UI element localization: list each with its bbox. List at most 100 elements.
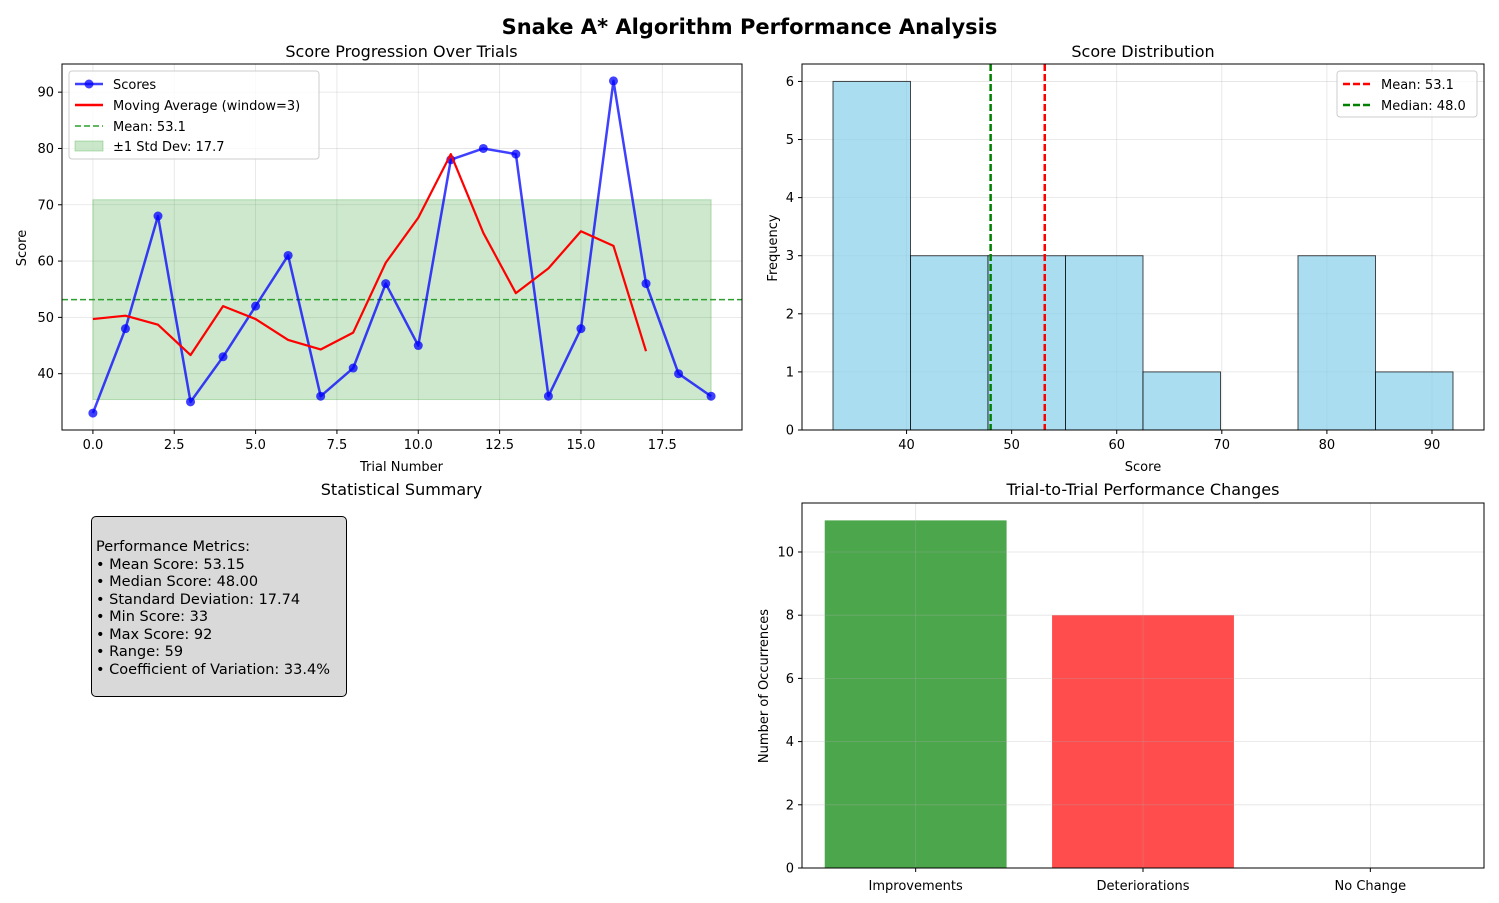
y-tick-label: 70 (37, 198, 54, 213)
y-tick-label: 6 (786, 75, 794, 90)
x-tick-label: 10.0 (404, 438, 433, 453)
histogram-bar (987, 255, 1066, 431)
change-bar (1052, 615, 1234, 868)
score-point (88, 408, 98, 418)
performance-changes-ylabel: Number of Occurrences (757, 609, 772, 763)
figure-title: Snake A* Algorithm Performance Analysis (502, 15, 998, 39)
score-distribution-chart: Score Distribution Score Frequency 40 50 6… (766, 42, 1485, 475)
legend-std-label: ±1 Std Dev: 17.7 (113, 140, 224, 155)
histogram-bar (910, 255, 989, 431)
moving-average-line (92, 152, 648, 357)
y-tick-label: 60 (37, 255, 54, 270)
y-tick-label: 0 (786, 862, 794, 877)
summary-line: • Min Score: 33 (96, 609, 209, 625)
legend-moving-avg-label: Moving Average (window=3) (113, 99, 300, 114)
x-tick-label: Improvements (869, 879, 963, 894)
y-tick-label: 40 (37, 367, 54, 382)
score-point (413, 341, 423, 351)
histogram-bar (1065, 255, 1144, 431)
x-tick-label: Deteriorations (1097, 879, 1190, 894)
x-tick-label: 2.5 (164, 438, 185, 453)
x-tick-label: 15.0 (566, 438, 595, 453)
histogram-bar (1375, 371, 1454, 431)
legend-std-swatch (74, 140, 104, 152)
x-tick-label: 17.5 (648, 438, 677, 453)
y-tick-label: 0 (786, 424, 794, 439)
score-point (576, 324, 586, 334)
score-point (218, 352, 228, 362)
legend-mean-label: Mean: 53.1 (1381, 78, 1454, 93)
y-tick-label: 2 (786, 307, 794, 322)
score-progression-frame (61, 63, 743, 431)
score-point (478, 143, 488, 153)
legend-median-label: Median: 48.0 (1381, 99, 1466, 114)
score-point (186, 397, 196, 407)
legend-scores-label: Scores (113, 78, 156, 93)
x-tick-label: 12.5 (485, 438, 514, 453)
score-progression-ylabel: Score (15, 230, 30, 266)
summary-heading: Performance Metrics: (96, 539, 251, 555)
y-tick-label: 6 (786, 672, 794, 687)
x-tick-label: No Change (1335, 879, 1407, 894)
y-tick-label: 4 (786, 735, 794, 750)
legend-box (68, 70, 320, 160)
score-progression-xlabel: Trial Number (359, 460, 444, 475)
summary-line: • Median Score: 48.00 (96, 574, 259, 590)
x-tick-label: 5.0 (245, 438, 266, 453)
performance-changes-frame (801, 502, 1485, 869)
y-tick-label: 5 (786, 133, 794, 148)
y-tick-label: 90 (37, 86, 54, 101)
x-tick-label: 0.0 (83, 438, 104, 453)
performance-changes-chart: Trial-to-Trial Performance Changes Numbe… (757, 480, 1485, 894)
score-point (674, 369, 684, 379)
score-point (608, 76, 618, 86)
summary-line: • Standard Deviation: 17.74 (96, 591, 301, 608)
y-tick-label: 8 (786, 609, 794, 624)
std-dev-band (92, 199, 712, 401)
summary-line: • Coefficient of Variation: 33.4% (96, 661, 330, 678)
legend-mean-label: Mean: 53.1 (113, 120, 186, 135)
legend-scores-marker (84, 79, 94, 89)
y-tick-label: 10 (777, 545, 794, 560)
statistical-summary-box: Performance Metrics: • Mean Score: 53.15… (91, 516, 347, 697)
x-tick-label: 7.5 (327, 438, 348, 453)
score-point (153, 211, 163, 221)
legend-box (1336, 70, 1478, 118)
score-point (511, 149, 521, 159)
score-point (381, 279, 391, 289)
score-progression-title: Score Progression Over Trials (285, 42, 517, 61)
x-tick-label: 60 (1108, 438, 1125, 453)
x-tick-label: 80 (1319, 438, 1336, 453)
histogram-bar (832, 80, 911, 431)
x-tick-label: 70 (1214, 438, 1231, 453)
change-bar (824, 520, 1007, 868)
summary-line: • Mean Score: 53.15 (96, 556, 245, 573)
score-point (348, 363, 358, 373)
summary-line: • Range: 59 (96, 644, 184, 660)
y-tick-label: 3 (786, 249, 794, 264)
x-tick-label: 40 (898, 438, 915, 453)
score-point (251, 301, 261, 311)
score-distribution-title: Score Distribution (1071, 42, 1214, 61)
y-tick-label: 50 (37, 311, 54, 326)
histogram-bar (1297, 255, 1376, 431)
score-progression-chart: Score Progression Over Trials Trial Numb… (15, 42, 743, 475)
score-point (316, 391, 326, 401)
x-tick-label: 90 (1424, 438, 1441, 453)
score-point (706, 391, 716, 401)
y-tick-label: 4 (786, 191, 794, 206)
score-distribution-ylabel: Frequency (766, 214, 781, 281)
y-tick-label: 1 (786, 365, 794, 380)
score-distribution-xlabel: Score (1125, 460, 1161, 475)
score-distribution-frame (801, 63, 1485, 431)
summary-title: Statistical Summary (321, 480, 482, 499)
score-distribution-legend: Mean: 53.1 Median: 48.0 (1336, 70, 1478, 118)
score-point (543, 391, 553, 401)
score-point (120, 324, 130, 334)
score-point (641, 279, 651, 289)
score-point (283, 250, 293, 260)
y-tick-label: 2 (786, 798, 794, 813)
x-tick-label: 50 (1003, 438, 1020, 453)
score-progression-legend: Scores Moving Average (window=3) Mean: 5… (68, 70, 320, 160)
